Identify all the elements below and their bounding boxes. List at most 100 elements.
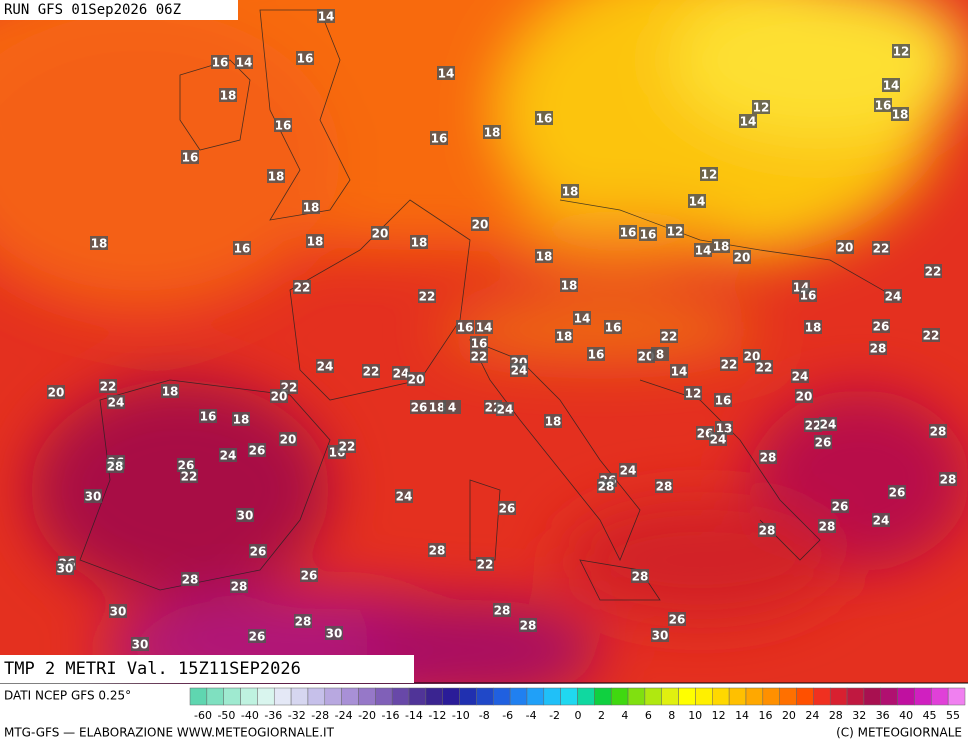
label-box [755, 360, 773, 374]
label-box [519, 618, 537, 632]
temperature-label: 28 [598, 480, 615, 494]
temperature-label: 18 [220, 89, 237, 103]
label-box [317, 9, 335, 23]
scale-swatch [762, 687, 780, 706]
label-box [836, 240, 854, 254]
temperature-label: 28 [759, 524, 776, 538]
temperature-label: 24 [792, 370, 809, 384]
label-box [604, 320, 622, 334]
label-box [555, 329, 573, 343]
scale-swatch [273, 687, 292, 706]
label-box [655, 479, 673, 493]
label-box [99, 379, 117, 393]
label-box [814, 435, 832, 449]
label-box [700, 167, 718, 181]
temperature-label: 16 [431, 132, 448, 146]
temperature-label: 30 [85, 490, 102, 504]
label-box [232, 412, 250, 426]
temperature-label: 20 [372, 227, 389, 241]
label-box [819, 417, 837, 431]
temperature-label: 22 [756, 361, 773, 375]
label-box [666, 224, 684, 238]
label-box [248, 443, 266, 457]
temperature-label: 12 [685, 387, 702, 401]
label-box [371, 226, 389, 240]
label-box [922, 328, 940, 342]
temperature-label: 18 [268, 170, 285, 184]
temperature-label: 22 [925, 265, 942, 279]
scale-label: 32 [852, 709, 866, 722]
label-box [475, 320, 493, 334]
temperature-label: 28 [656, 480, 673, 494]
temperature-label: 26 [301, 569, 318, 583]
label-box [587, 347, 605, 361]
temperature-label: 28 [494, 604, 511, 618]
scale-label: 16 [759, 709, 773, 722]
label-box [561, 184, 579, 198]
temperature-label: 24 [497, 403, 514, 417]
label-box [739, 114, 757, 128]
temperature-label: 28 [231, 580, 248, 594]
temperature-label: 24 [710, 433, 727, 447]
scale-swatch [813, 687, 831, 706]
label-box [637, 349, 655, 363]
scale-swatch [931, 687, 949, 706]
temperature-label: 14 [236, 56, 253, 70]
label-box [799, 288, 817, 302]
temperature-label: 16 [605, 321, 622, 335]
temperature-label: 24 [393, 367, 410, 381]
scale-swatch [594, 687, 612, 706]
scale-swatch [644, 687, 662, 706]
label-box [714, 393, 732, 407]
label-box [476, 557, 494, 571]
temperature-label: 12 [753, 101, 770, 115]
scale-label: -12 [428, 709, 446, 722]
temperature-label: 16 [471, 337, 488, 351]
temperature-label: 22 [873, 242, 890, 256]
scale-swatch [627, 687, 646, 706]
temperature-label: 12 [701, 168, 718, 182]
label-box [688, 194, 706, 208]
temperature-label: 28 [520, 619, 537, 633]
label-box [670, 364, 688, 378]
label-box [619, 225, 637, 239]
temperature-label: 22 [477, 558, 494, 572]
label-box [544, 414, 562, 428]
scale-label: 8 [668, 709, 675, 722]
temperature-label: 18 [536, 250, 553, 264]
temperature-label: 22 [100, 380, 117, 394]
temperature-label: 24 [620, 464, 637, 478]
label-box [498, 501, 516, 515]
label-box [493, 603, 511, 617]
temperature-label: 22 [181, 470, 198, 484]
label-box [56, 561, 74, 575]
label-box [884, 289, 902, 303]
label-box [362, 364, 380, 378]
temperature-label: 30 [132, 638, 149, 652]
label-box [219, 88, 237, 102]
label-box [888, 485, 906, 499]
temperature-label: 22 [923, 329, 940, 343]
label-box [395, 489, 413, 503]
temperature-label: 28 [632, 570, 649, 584]
label-box [270, 389, 288, 403]
label-box [181, 150, 199, 164]
temperature-label: 30 [237, 509, 254, 523]
scale-swatch [610, 687, 629, 706]
temperature-label: 18 [411, 236, 428, 250]
label-box [712, 239, 730, 253]
temperature-label: 14 [883, 79, 900, 93]
label-box [430, 131, 448, 145]
temperature-label: 16 [800, 289, 817, 303]
label-box [743, 349, 761, 363]
scale-swatch [526, 687, 545, 706]
temperature-label: 24 [511, 364, 528, 378]
temperature-label: 18 [713, 240, 730, 254]
temperature-label: 16 [588, 348, 605, 362]
label-box [219, 448, 237, 462]
temperature-label: 20 [796, 390, 813, 404]
label-box [199, 409, 217, 423]
temperature-label: 26 [411, 401, 428, 415]
temperature-label: 18 [545, 415, 562, 429]
temperature-label: 22 [294, 281, 311, 295]
